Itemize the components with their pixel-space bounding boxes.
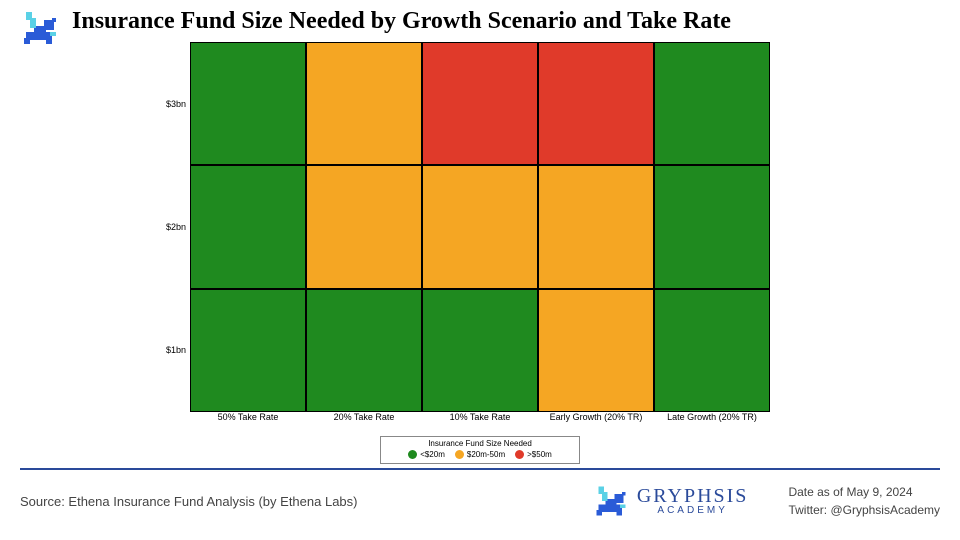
y-axis-label: $2bn (166, 222, 186, 232)
legend-label: >$50m (527, 450, 552, 459)
footer-divider (20, 468, 940, 470)
legend-swatch-icon (515, 450, 524, 459)
heatmap-cell (654, 289, 770, 412)
legend-title: Insurance Fund Size Needed (387, 439, 573, 448)
heatmap-cell (538, 42, 654, 165)
heatmap-cell (190, 165, 306, 288)
heatmap-cell (422, 42, 538, 165)
y-axis-label: $3bn (166, 99, 186, 109)
page-title: Insurance Fund Size Needed by Growth Sce… (72, 8, 731, 35)
x-axis-label: Early Growth (20% TR) (538, 412, 654, 426)
x-axis-label: 20% Take Rate (306, 412, 422, 426)
y-axis-label: $1bn (166, 345, 186, 355)
heatmap-cell (538, 165, 654, 288)
brand-subtitle: ACADEMY (637, 506, 749, 516)
legend-swatch-icon (455, 450, 464, 459)
heatmap-cell (306, 165, 422, 288)
brand-logo-icon (20, 8, 60, 48)
legend-label: <$20m (420, 450, 445, 459)
heatmap-cell (654, 42, 770, 165)
legend-label: $20m-50m (467, 450, 505, 459)
heatmap-cell (306, 289, 422, 412)
brand-name: GRYPHSIS (637, 486, 749, 506)
brand-block: GRYPHSIS ACADEMY (593, 483, 749, 519)
heatmap-chart: $3bn$2bn$1bn 50% Take Rate20% Take Rate1… (190, 42, 770, 412)
legend-item: $20m-50m (455, 450, 505, 459)
heatmap-cell (422, 289, 538, 412)
heatmap-cell (190, 42, 306, 165)
brand-footer-logo-icon (593, 483, 629, 519)
heatmap-cell (422, 165, 538, 288)
footer-date: Date as of May 9, 2024 (788, 485, 940, 499)
legend: Insurance Fund Size Needed <$20m $20m-50m… (380, 436, 580, 464)
x-axis-label: 10% Take Rate (422, 412, 538, 426)
x-axis-label: Late Growth (20% TR) (654, 412, 770, 426)
x-axis-label: 50% Take Rate (190, 412, 306, 426)
heatmap-cell (654, 165, 770, 288)
heatmap-cell (190, 289, 306, 412)
legend-item: <$20m (408, 450, 445, 459)
heatmap-cell (306, 42, 422, 165)
legend-swatch-icon (408, 450, 417, 459)
footer-twitter: Twitter: @GryphsisAcademy (788, 503, 940, 517)
legend-item: >$50m (515, 450, 552, 459)
heatmap-cell (538, 289, 654, 412)
source-text: Source: Ethena Insurance Fund Analysis (… (20, 494, 593, 509)
